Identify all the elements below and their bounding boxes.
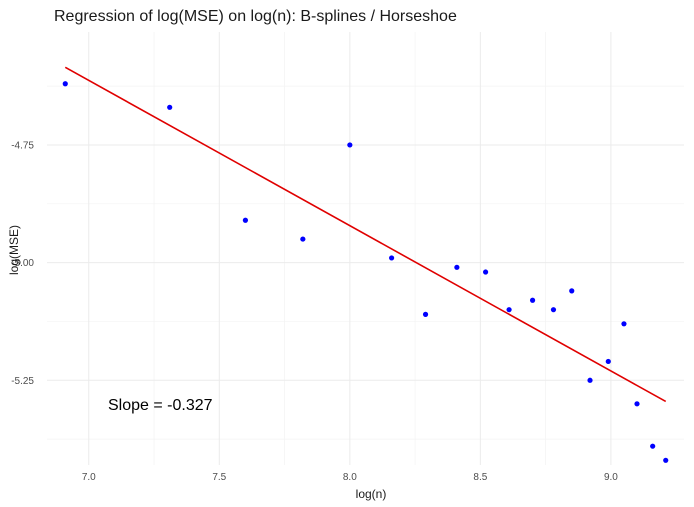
x-tick-label: 7.0 xyxy=(82,472,96,483)
chart-title: Regression of log(MSE) on log(n): B-spli… xyxy=(54,8,457,25)
data-point xyxy=(587,377,593,383)
x-tick-label: 7.5 xyxy=(212,472,226,483)
y-tick-label: -5.25 xyxy=(11,376,34,387)
data-point xyxy=(347,142,353,148)
data-points xyxy=(62,81,669,463)
data-point xyxy=(506,307,512,313)
y-axis-title: log(MSE) xyxy=(7,225,21,275)
data-point xyxy=(422,311,429,317)
data-point xyxy=(569,288,575,294)
data-point xyxy=(482,269,489,275)
regression-line xyxy=(64,66,667,403)
data-point xyxy=(529,297,536,303)
data-point xyxy=(62,81,68,87)
grid-lines xyxy=(47,32,684,465)
data-point xyxy=(242,217,249,223)
data-point xyxy=(454,264,460,270)
data-point xyxy=(605,358,611,365)
data-point xyxy=(663,457,669,463)
regression-line-group xyxy=(64,66,667,403)
y-tick-label: -5.00 xyxy=(11,258,34,269)
slope-annotation: Slope = -0.327 xyxy=(108,397,213,414)
x-tick-labels: 7.0 7.5 8.0 8.5 9.0 xyxy=(82,472,618,483)
x-tick-label: 9.0 xyxy=(604,472,618,483)
data-point xyxy=(389,255,395,261)
x-axis-title: log(n) xyxy=(356,487,387,501)
y-tick-labels: -4.75 -5.00 -5.25 xyxy=(11,140,34,386)
data-point xyxy=(634,401,640,407)
data-point xyxy=(621,321,627,327)
x-tick-label: 8.5 xyxy=(473,472,487,483)
data-point xyxy=(300,236,306,242)
x-tick-label: 8.0 xyxy=(343,472,357,483)
y-tick-label: -4.75 xyxy=(11,140,34,151)
data-point xyxy=(167,104,173,110)
data-point xyxy=(650,443,656,449)
data-point xyxy=(550,307,557,313)
